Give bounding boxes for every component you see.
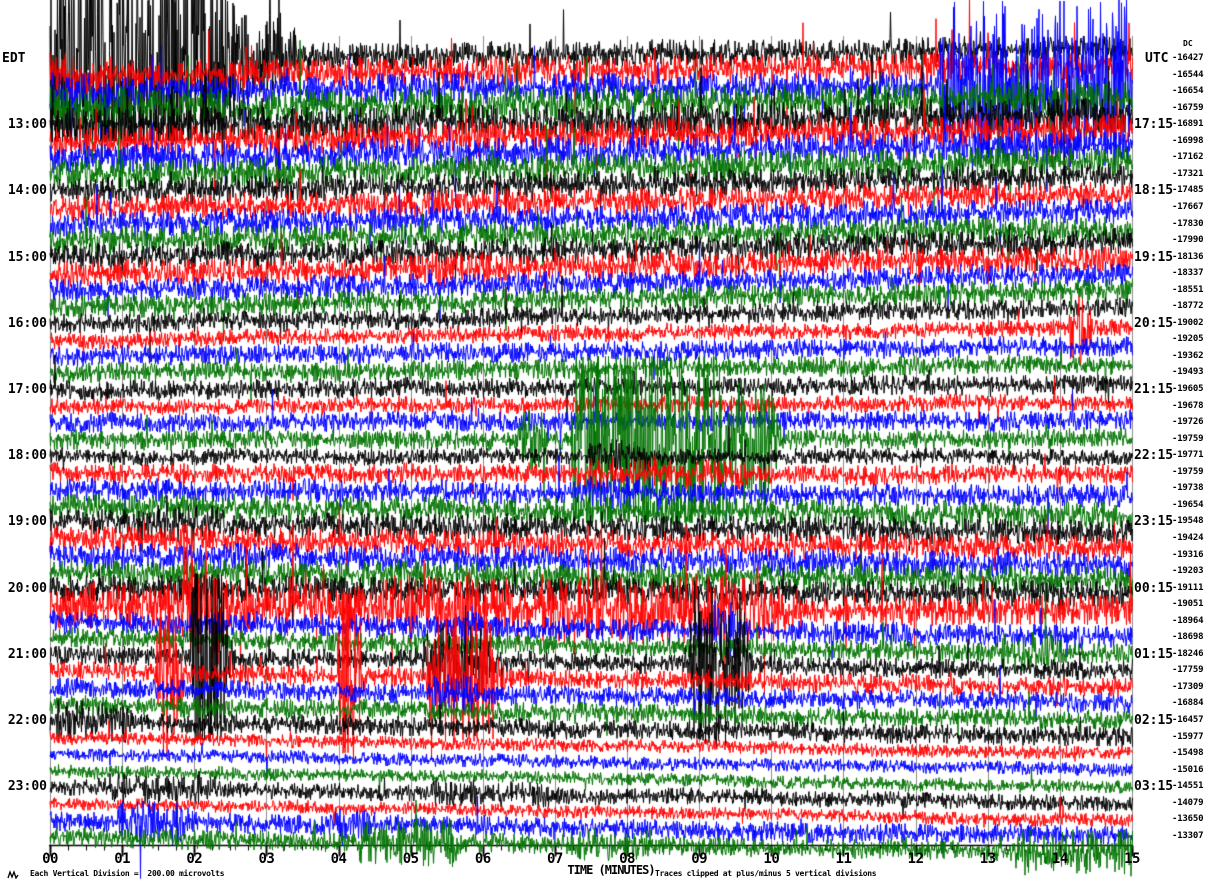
- dc-offset-value: -17667: [1172, 201, 1204, 212]
- dc-offset-value: -14551: [1172, 781, 1204, 792]
- dc-offset-value: -19051: [1172, 599, 1204, 610]
- dc-offset-value: -19362: [1172, 350, 1204, 361]
- x-tick-label: 03: [258, 851, 275, 867]
- scale-note: Each Vertical Division = 200.00 microvol…: [30, 869, 225, 878]
- dc-offset-value: -15016: [1172, 764, 1204, 775]
- edt-hour-label: 22:00: [7, 713, 47, 728]
- timezone-left-label: EDT: [2, 51, 26, 66]
- utc-hour-label: 02:15: [1134, 713, 1174, 728]
- edt-hour-label: 18:00: [7, 448, 47, 464]
- dc-offset-value: -17830: [1172, 218, 1204, 229]
- dc-offset-header: DC: [1183, 39, 1193, 48]
- x-tick-label: 02: [186, 851, 203, 867]
- dc-offset-value: -17309: [1172, 681, 1204, 692]
- edt-hour-label: 21:00: [7, 646, 47, 662]
- edt-hour-label: 15:00: [7, 249, 47, 265]
- dc-offset-value: -16759: [1172, 102, 1204, 113]
- x-axis-title: TIME (MINUTES): [567, 863, 655, 877]
- dc-offset-value: -19759: [1172, 466, 1204, 477]
- x-tick-label: 14: [1051, 851, 1068, 867]
- x-tick-label: 08: [619, 851, 635, 867]
- x-tick-label: 04: [330, 851, 347, 867]
- edt-hour-label: 13:00: [7, 117, 47, 133]
- x-tick-label: 13: [979, 851, 996, 867]
- x-tick-label: 15: [1124, 851, 1140, 867]
- dc-offset-value: -16998: [1172, 135, 1204, 146]
- x-tick-label: 05: [402, 851, 419, 867]
- dc-offset-value: -18136: [1172, 251, 1204, 262]
- dc-offset-value: -19605: [1172, 384, 1204, 394]
- dc-offset-value: -13307: [1172, 830, 1204, 841]
- dc-offset-value: -19654: [1172, 499, 1204, 510]
- timezone-right-label: UTC: [1145, 51, 1169, 66]
- dc-offset-value: -19678: [1172, 400, 1204, 411]
- dc-offset-value: -19002: [1172, 317, 1204, 328]
- x-tick-label: 01: [114, 851, 131, 867]
- x-tick-label: 10: [763, 851, 780, 867]
- dc-offset-value: -19424: [1172, 532, 1204, 543]
- dc-offset-value: -19548: [1172, 516, 1204, 527]
- dc-offset-value: -14079: [1172, 797, 1204, 808]
- dc-offset-value: -18246: [1172, 648, 1204, 659]
- dc-offset-value: -17162: [1172, 152, 1204, 163]
- x-tick-label: 07: [546, 851, 563, 867]
- dc-offset-value: -19316: [1172, 549, 1204, 560]
- dc-offset-value: -19111: [1172, 582, 1204, 593]
- x-tick-label: 09: [691, 851, 708, 867]
- utc-hour-label: 21:15: [1134, 382, 1174, 397]
- utc-hour-label: 22:15: [1134, 448, 1174, 464]
- dc-offset-value: -13650: [1172, 814, 1204, 825]
- dc-offset-value: -19759: [1172, 433, 1204, 444]
- edt-hour-label: 17:00: [7, 382, 47, 397]
- dc-offset-value: -17321: [1172, 168, 1204, 179]
- dc-offset-value: -16457: [1172, 715, 1204, 725]
- dc-offset-value: -16544: [1172, 69, 1204, 80]
- dc-offset-value: -16884: [1172, 698, 1204, 709]
- dc-offset-value: -16891: [1172, 119, 1204, 130]
- dc-offset-value: -18551: [1172, 284, 1204, 295]
- utc-hour-label: 20:15: [1134, 315, 1174, 331]
- x-tick-label: 06: [474, 851, 491, 867]
- edt-hour-label: 16:00: [7, 315, 47, 331]
- dc-offset-value: -18964: [1172, 615, 1204, 626]
- utc-hour-label: 18:15: [1134, 183, 1174, 199]
- dc-offset-value: -19726: [1172, 417, 1204, 428]
- edt-hour-label: 14:00: [7, 183, 47, 199]
- utc-hour-label: 17:15: [1134, 117, 1174, 133]
- utc-hour-label: 23:15: [1134, 514, 1174, 530]
- clip-note: Traces clipped at plus/minus 5 vertical …: [655, 869, 877, 878]
- utc-hour-label: 03:15: [1134, 779, 1174, 795]
- seismo-squiggle-icon: [7, 870, 19, 879]
- dc-offset-value: -19203: [1172, 566, 1204, 577]
- dc-offset-value: -19738: [1172, 483, 1204, 494]
- utc-hour-label: 00:15: [1134, 580, 1174, 596]
- edt-hour-label: 19:00: [7, 514, 47, 530]
- utc-hour-label: 01:15: [1134, 646, 1174, 662]
- dc-offset-value: -16654: [1172, 86, 1204, 97]
- dc-offset-value: -17759: [1172, 665, 1204, 676]
- dc-offset-value: -15977: [1172, 731, 1204, 742]
- dc-offset-value: -16427: [1172, 53, 1204, 63]
- dc-offset-value: -18698: [1172, 632, 1204, 643]
- dc-offset-value: -19771: [1172, 450, 1204, 461]
- edt-hour-label: 20:00: [7, 580, 47, 596]
- x-tick-label: 11: [835, 851, 852, 867]
- dc-offset-value: -17485: [1172, 185, 1204, 196]
- x-tick-label: 12: [907, 851, 924, 867]
- dc-offset-value: -17990: [1172, 235, 1204, 246]
- dc-offset-value: -19493: [1172, 367, 1204, 378]
- dc-offset-value: -18772: [1172, 301, 1204, 312]
- dc-offset-value: -18337: [1172, 268, 1204, 279]
- utc-hour-label: 19:15: [1134, 249, 1174, 265]
- dc-offset-value: -15498: [1172, 748, 1204, 759]
- x-tick-label: 00: [42, 851, 58, 867]
- edt-hour-label: 23:00: [7, 779, 47, 795]
- dc-offset-value: -19205: [1172, 334, 1204, 345]
